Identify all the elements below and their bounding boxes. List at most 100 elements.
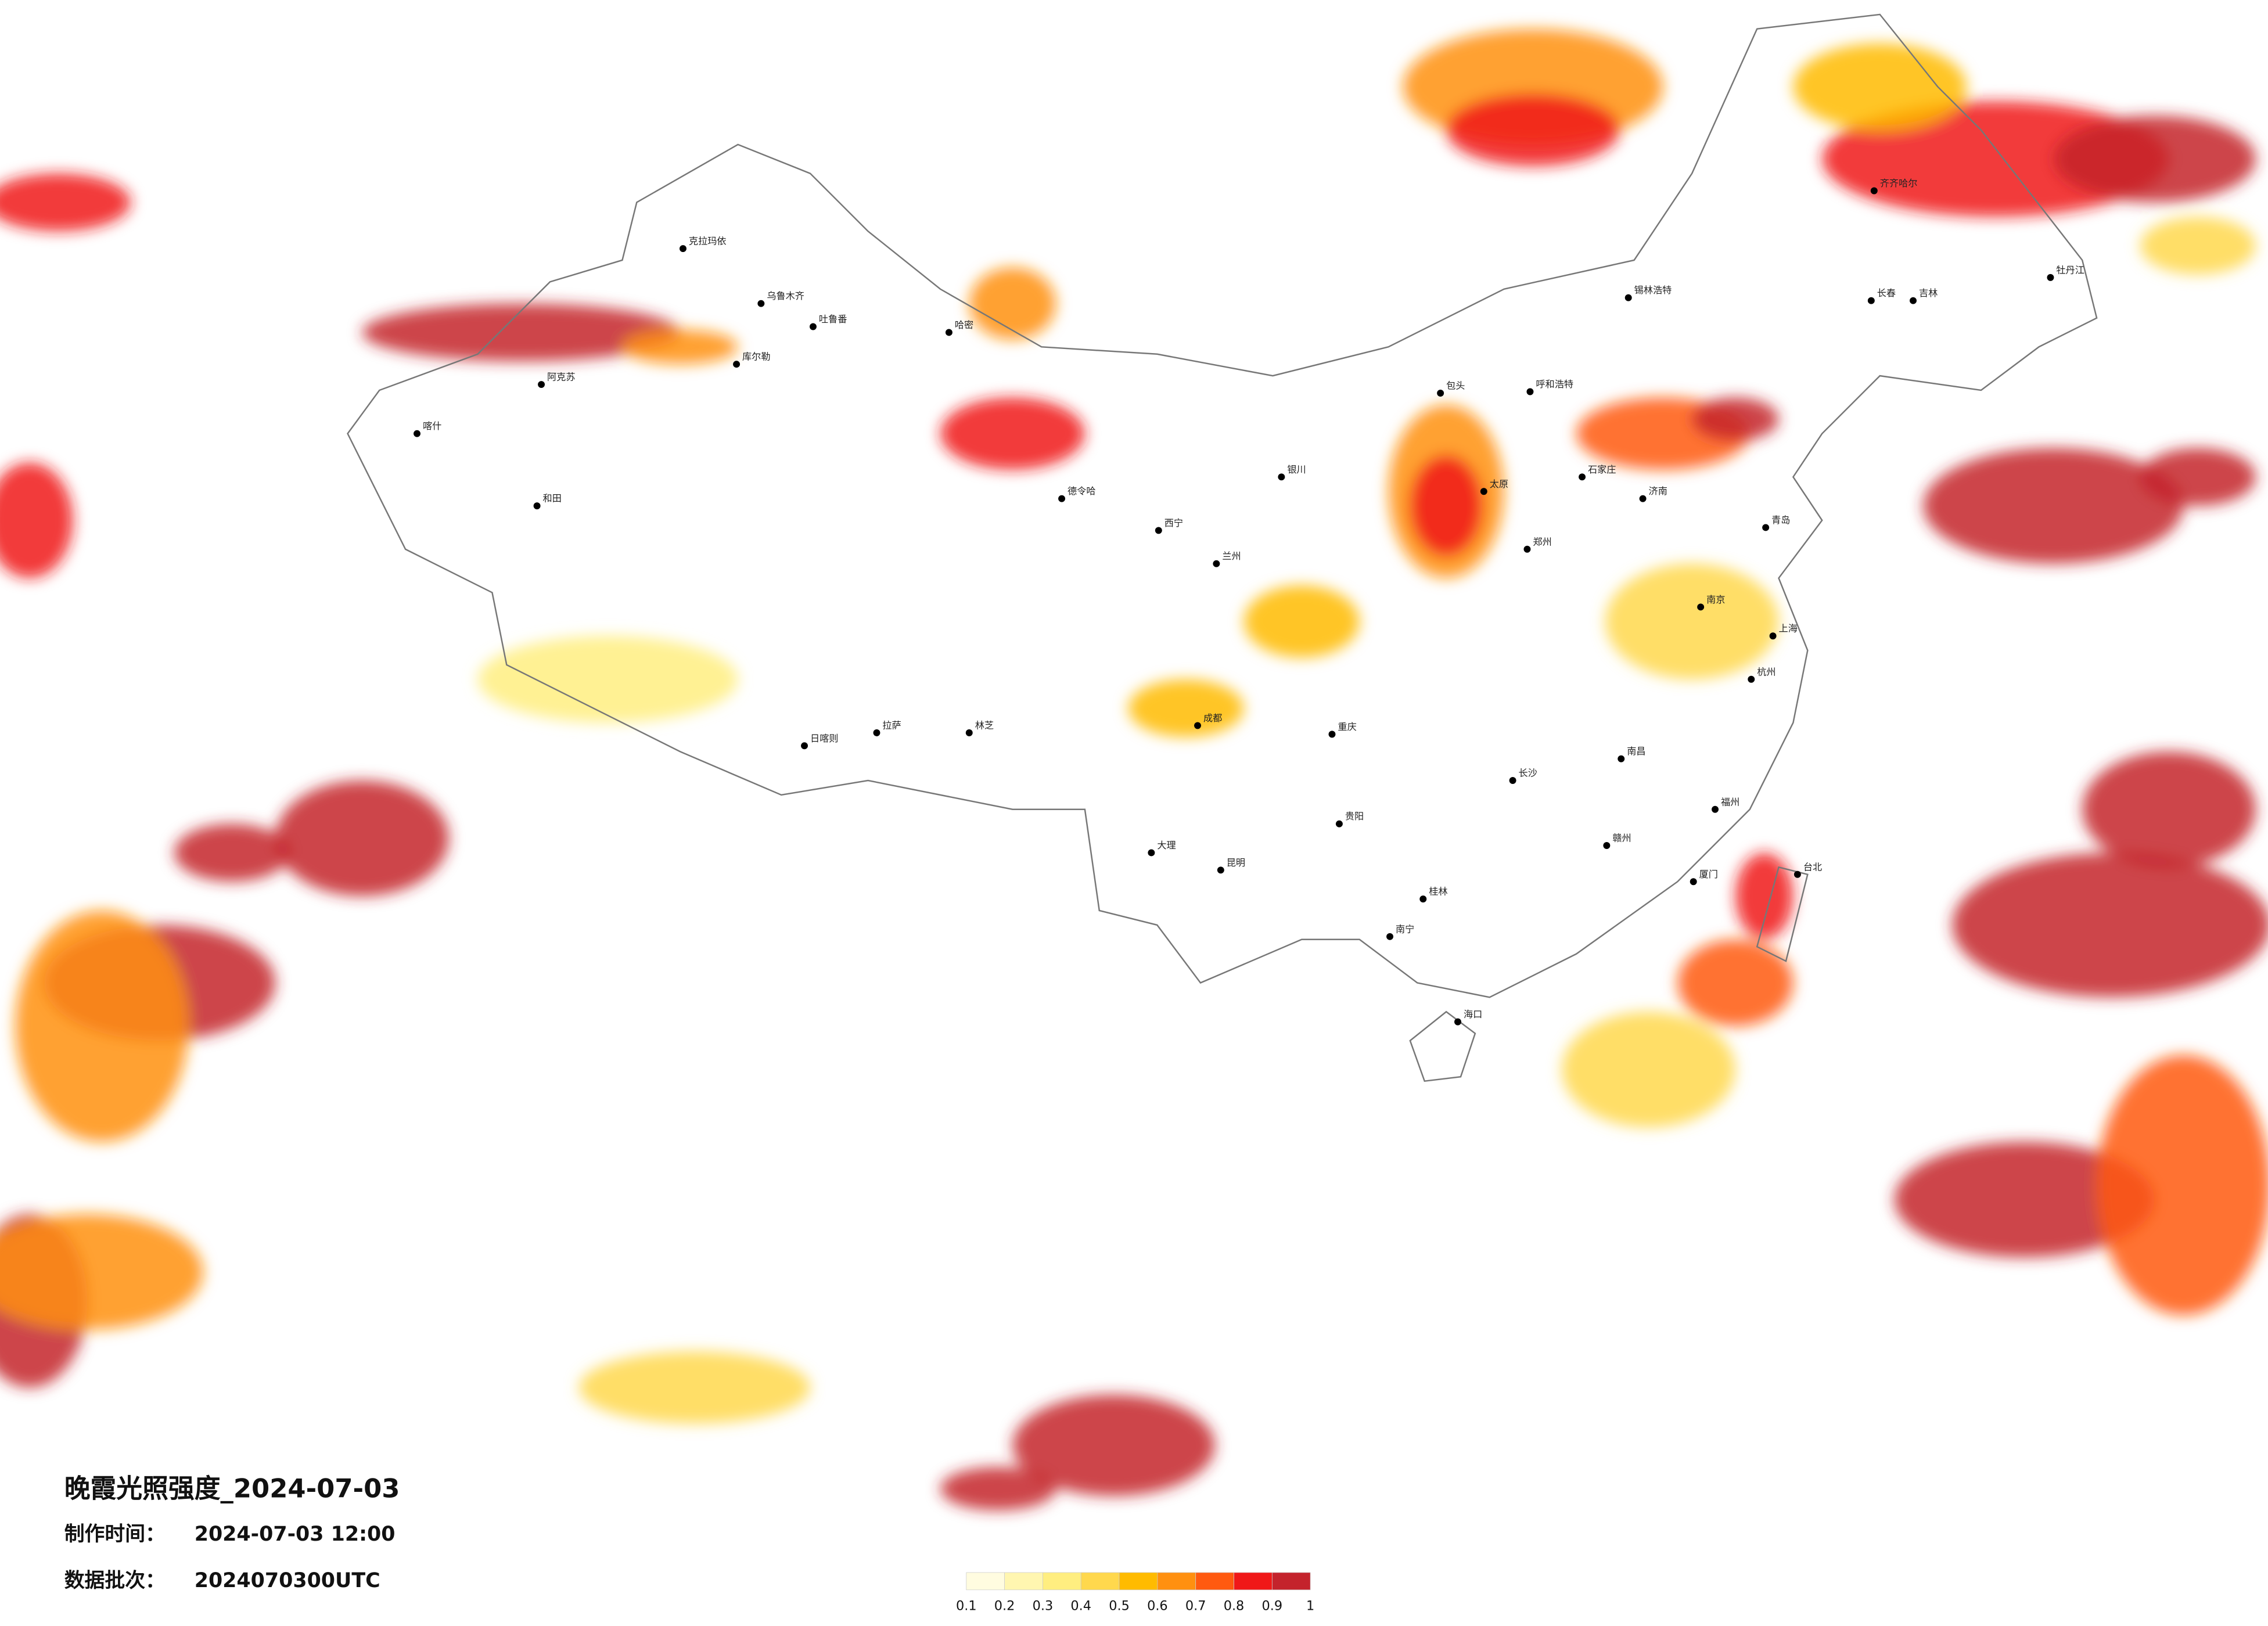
legend-swatch <box>1234 1572 1273 1591</box>
city-label: 长沙 <box>1519 768 1537 779</box>
city-dot <box>733 361 741 368</box>
city-dot <box>801 742 808 750</box>
intensity-patch <box>1793 43 1967 131</box>
city-dot <box>1870 187 1878 195</box>
city-label: 银川 <box>1287 464 1306 475</box>
intensity-patch <box>1952 852 2268 998</box>
title: 晚霞光照强度_2024-07-03 <box>64 1473 400 1503</box>
legend-tick-label: 0.6 <box>1147 1599 1168 1614</box>
city-dot <box>1579 473 1586 481</box>
city-label: 贵阳 <box>1345 811 1364 822</box>
city-label: 林芝 <box>975 720 994 731</box>
intensity-patch <box>0 1214 203 1330</box>
intensity-patch <box>1923 448 2184 564</box>
intensity-patch <box>174 823 290 882</box>
city-dot <box>1148 849 1155 857</box>
city-dot <box>1437 390 1444 397</box>
city-dot <box>1624 294 1632 301</box>
city-label: 赣州 <box>1612 833 1631 844</box>
city-dot <box>1748 675 1755 683</box>
legend-tick-label: 0.2 <box>994 1599 1015 1614</box>
city-dot <box>1526 388 1534 395</box>
city-label: 吐鲁番 <box>819 314 847 325</box>
city-dot <box>1217 866 1224 874</box>
city-dot <box>1639 495 1647 502</box>
city-dot <box>1058 495 1066 502</box>
city-dot <box>1454 1018 1461 1026</box>
country-outline <box>347 13 2098 998</box>
city-dot <box>1697 603 1705 611</box>
legend-tick-label: 0.3 <box>1033 1599 1054 1614</box>
intensity-patch <box>362 303 680 362</box>
city-dot <box>873 729 880 736</box>
city-dot <box>1523 545 1531 553</box>
intensity-patch <box>275 780 449 897</box>
city-label: 长春 <box>1877 287 1896 298</box>
city-dot <box>1278 473 1285 481</box>
intensity-patch <box>1410 455 1483 557</box>
city-label: 石家庄 <box>1588 464 1616 475</box>
legend-swatch <box>1271 1572 1311 1591</box>
intensity-patch <box>1605 563 1779 679</box>
legend-tick-label: 0.5 <box>1109 1599 1130 1614</box>
intensity-patch <box>2140 217 2256 275</box>
city-label: 太原 <box>1490 479 1508 490</box>
city-label: 厦门 <box>1699 869 1718 880</box>
intensity-patch <box>940 1467 1056 1510</box>
city-dot <box>1335 820 1343 828</box>
city-dot <box>1712 805 1719 813</box>
legend-swatch <box>1157 1572 1196 1591</box>
made-time: 2024-07-03 12:00 <box>195 1523 396 1546</box>
legend-swatch <box>1004 1572 1043 1591</box>
legend-tick-label: 1 <box>1306 1599 1314 1614</box>
city-label: 上海 <box>1779 623 1798 634</box>
intensity-patch <box>2082 751 2256 868</box>
city-dot <box>1910 297 1917 304</box>
city-dot <box>679 245 686 253</box>
city-label: 和田 <box>543 493 562 504</box>
city-label: 喀什 <box>423 420 441 431</box>
intensity-patch <box>1243 585 1360 658</box>
intensity-patch <box>1446 93 1620 167</box>
city-dot <box>414 430 420 437</box>
legend-tick-label: 0.8 <box>1224 1599 1245 1614</box>
intensity-patch <box>1894 1142 2155 1258</box>
city-dot <box>1213 560 1220 567</box>
intensity-patch <box>15 911 189 1142</box>
city-label: 南宁 <box>1396 923 1414 934</box>
intensity-patch <box>940 397 1085 470</box>
city-label: 兰州 <box>1222 551 1241 562</box>
legend-swatch <box>1043 1572 1081 1591</box>
city-label: 锡林浩特 <box>1634 285 1672 296</box>
intensity-patch <box>1692 397 1779 441</box>
city-label: 日喀则 <box>810 733 838 744</box>
city-label: 昆明 <box>1227 857 1245 868</box>
city-dot <box>1194 722 1201 729</box>
intensity-patch <box>1128 679 1244 738</box>
intensity-patch <box>578 1351 810 1424</box>
city-dot <box>538 381 545 388</box>
city-dot <box>1328 731 1336 738</box>
city-dot <box>1762 524 1770 531</box>
legend-swatch <box>1080 1572 1120 1591</box>
city-label: 拉萨 <box>882 720 901 731</box>
city-dot <box>1480 488 1487 495</box>
city-label: 济南 <box>1649 485 1667 497</box>
made-time-label: 制作时间： <box>64 1523 166 1546</box>
intensity-patch <box>969 267 1056 340</box>
city-label: 吉林 <box>1919 287 1938 298</box>
city-dot <box>1603 842 1611 849</box>
city-dot <box>1867 297 1875 304</box>
city-dot <box>809 323 817 330</box>
intensity-patch <box>1562 1012 1735 1128</box>
intensity-patch <box>2140 448 2256 506</box>
city-label: 海口 <box>1464 1009 1482 1020</box>
city-dot <box>1419 895 1427 903</box>
city-label: 南京 <box>1706 594 1725 605</box>
city-dot <box>1618 755 1625 762</box>
intensity-patch <box>1012 1394 1215 1496</box>
city-label: 齐齐哈尔 <box>1880 178 1918 189</box>
intensity-patch <box>477 636 738 723</box>
